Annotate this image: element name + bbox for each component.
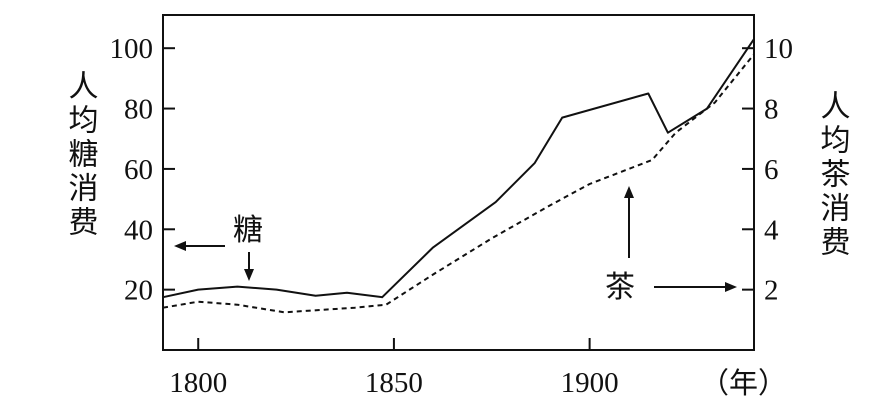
x-tick-label: 1850 bbox=[365, 367, 423, 399]
right-tick-label: 6 bbox=[764, 154, 779, 186]
sugar-left-arrow-head bbox=[174, 241, 186, 251]
left-tick-label: 100 bbox=[110, 33, 154, 65]
sugar-down-arrow-head bbox=[244, 269, 254, 281]
x-tick-label: 1900 bbox=[561, 367, 619, 399]
right-tick-label: 4 bbox=[764, 214, 779, 246]
right-tick-label: 8 bbox=[764, 94, 779, 126]
right-tick-label: 10 bbox=[764, 33, 793, 65]
left-tick-label: 80 bbox=[124, 94, 153, 126]
x-axis-ticks: 1800 1850 1900 bbox=[169, 338, 619, 399]
tea-up-arrow-head bbox=[624, 186, 634, 198]
left-tick-label: 20 bbox=[124, 275, 153, 307]
right-axis-ticks: 2 4 6 8 10 bbox=[742, 33, 793, 307]
tea-series-line bbox=[162, 53, 755, 314]
tea-annotation: 茶 bbox=[605, 186, 737, 305]
sugar-series-line bbox=[162, 38, 755, 299]
sugar-annotation: 糖 bbox=[174, 213, 263, 281]
left-tick-label: 60 bbox=[124, 154, 153, 186]
series-layer bbox=[162, 38, 755, 314]
plot-area-border bbox=[162, 14, 755, 351]
tea-right-arrow-head bbox=[725, 282, 737, 292]
left-tick-label: 40 bbox=[124, 214, 153, 246]
right-axis-title: 人均茶消费 bbox=[815, 90, 850, 260]
left-axis-title: 人均糖消费 bbox=[63, 70, 99, 240]
x-axis-unit: （年） bbox=[700, 367, 787, 400]
right-tick-label: 2 bbox=[764, 275, 779, 307]
tea-annotation-label: 茶 bbox=[605, 270, 635, 305]
plot-frame bbox=[162, 14, 755, 351]
sugar-annotation-label: 糖 bbox=[233, 213, 263, 248]
left-axis-ticks: 20 40 60 80 100 bbox=[110, 33, 175, 307]
x-tick-label: 1800 bbox=[169, 367, 227, 399]
